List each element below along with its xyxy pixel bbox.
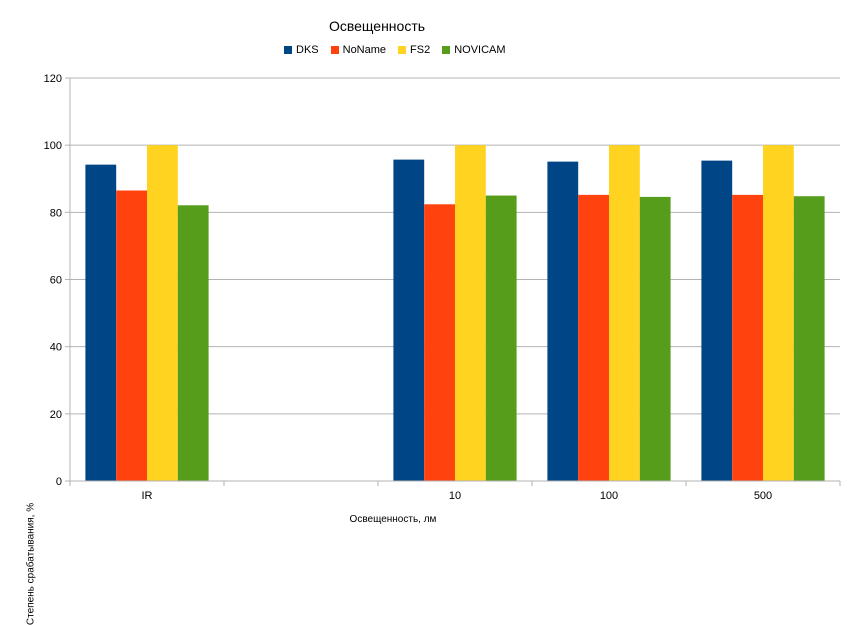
legend-swatch (284, 46, 292, 54)
legend-item: NOVICAM (442, 44, 506, 56)
bar-novicam-500 (793, 196, 825, 482)
bar-noname-500 (732, 194, 763, 481)
legend-label: FS2 (410, 44, 431, 56)
legend-item: NoName (330, 44, 387, 56)
legend-swatch (442, 46, 451, 54)
bar-dks-100 (547, 161, 579, 481)
y-tick-label: 20 (50, 409, 62, 421)
bar-fs2-IR (147, 145, 178, 481)
legend-label: NOVICAM (454, 44, 506, 56)
legend-swatch (398, 46, 407, 54)
y-tick-label: 40 (50, 342, 62, 354)
x-tick-label: IR (142, 490, 153, 502)
bar-fs2-10 (455, 145, 486, 481)
bar-noname-100 (578, 194, 609, 481)
x-tick-label: 500 (754, 490, 772, 502)
x-axis-label: Освещенность, лм (349, 514, 437, 525)
bar-novicam-10 (485, 195, 517, 481)
bar-fs2-500 (763, 145, 794, 481)
legend: DKS NoName FS2 NOVICAM (284, 44, 506, 56)
y-tick-label: 60 (50, 275, 62, 287)
legend-label: NoName (342, 44, 387, 56)
bar-fs2-100 (609, 145, 640, 481)
x-tick-label: 100 (600, 490, 618, 502)
chart-title: Освещенность (328, 18, 426, 34)
y-tick-label: 80 (50, 207, 62, 219)
bar-noname-10 (424, 204, 455, 482)
legend-label: DKS (296, 44, 319, 56)
legend-item: DKS (284, 44, 319, 56)
bar-novicam-IR (177, 205, 209, 482)
y-tick-label: 120 (44, 73, 62, 85)
x-tick-label: 10 (449, 490, 461, 502)
legend-item: FS2 (398, 44, 430, 56)
y-tick-label: 0 (56, 476, 62, 488)
bar-dks-10 (393, 159, 425, 482)
bar-noname-IR (116, 190, 147, 482)
bar-dks-IR (85, 164, 117, 481)
y-tick-label: 100 (44, 140, 62, 152)
bar-novicam-100 (639, 196, 671, 481)
legend-swatch (330, 46, 339, 54)
bar-dks-500 (701, 160, 733, 482)
plot-area: 0 20 40 60 80 100 120 IR 10 100 500 (44, 73, 841, 502)
